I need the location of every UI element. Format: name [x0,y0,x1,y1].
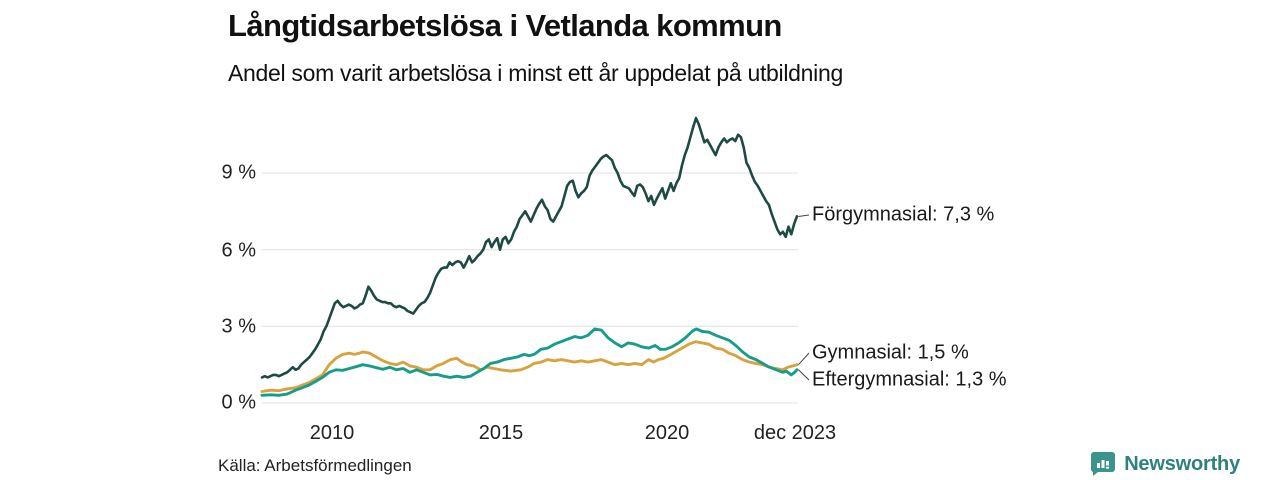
series-annotation-gymnasial: Gymnasial: 1,5 % [812,341,969,364]
x-axis-tick-dec-2023: dec 2023 [753,422,837,444]
newsworthy-icon [1090,451,1116,477]
y-axis-tick-9: 9 % [221,161,256,184]
series-line-gymnasial [260,340,799,393]
y-axis-tick-3: 3 % [221,315,256,338]
label-connector [798,352,810,366]
page-title: Långtidsarbetslösa i Vetlanda kommun [228,8,782,43]
brand-wordmark: Newsworthy [1124,452,1240,475]
page-subtitle: Andel som varit arbetslösa i minst ett å… [228,60,843,86]
x-axis-tick-2015: 2015 [478,422,524,444]
y-axis-tick-6: 6 % [221,239,256,262]
x-axis-tick-2020: 2020 [644,422,690,444]
label-connector [798,214,810,217]
series-annotation-eftergymnasial: Eftergymnasial: 1,3 % [812,368,1007,391]
label-connector [798,369,810,381]
x-axis-tick-2010: 2010 [309,422,355,444]
series-annotation-forgymnasial: Förgymnasial: 7,3 % [812,203,995,226]
brand-logo: Newsworthy [1090,450,1240,478]
y-axis-tick-0: 0 % [221,391,256,414]
series-line-eftergymnasial [260,327,799,397]
series-line-förgymnasial [260,116,799,379]
source-credit: Källa: Arbetsförmedlingen [218,456,412,475]
